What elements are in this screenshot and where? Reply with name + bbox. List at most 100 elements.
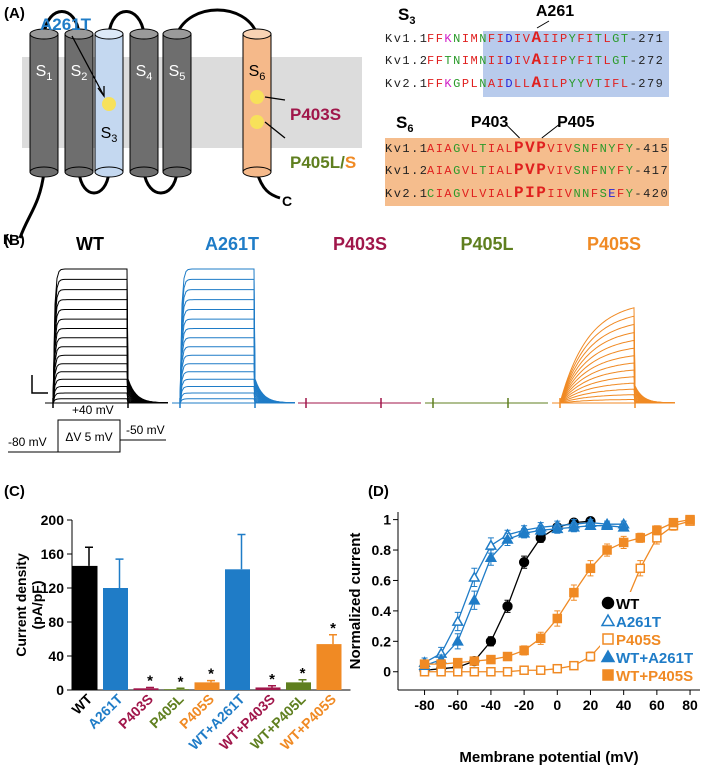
- sequence-part: ILPYYVTIFL: [543, 77, 630, 91]
- data-point: [602, 545, 612, 555]
- trace-label: A261T: [205, 234, 259, 254]
- x-tick-label: 20: [583, 697, 599, 713]
- segment-header: S: [396, 113, 407, 132]
- data-point: [617, 520, 630, 532]
- bar: [164, 689, 189, 690]
- legend-label: WT+P405S: [616, 668, 693, 685]
- data-point: [518, 526, 531, 538]
- current-trace: [45, 299, 169, 404]
- trace-label: P403S: [333, 234, 387, 254]
- loops: [18, 8, 281, 239]
- y-tick-label: 0.2: [372, 633, 392, 649]
- data-point: [569, 587, 579, 598]
- segment-label: 6: [259, 71, 265, 83]
- data-point: [585, 563, 596, 574]
- pointers: [71, 35, 286, 139]
- bar: [72, 565, 98, 690]
- sequence: AIAGVLTIALPVPVIVSNFNYFY-417: [427, 161, 669, 179]
- panel-label: (B): [4, 232, 25, 249]
- current-trace: [45, 318, 168, 404]
- segment-label: S: [101, 125, 112, 142]
- panel-label: (C): [4, 483, 25, 500]
- segment-header: S3: [398, 5, 415, 27]
- data-point: [518, 557, 530, 568]
- significance-marker: *: [269, 671, 275, 688]
- data-point: [535, 665, 546, 675]
- x-axis-label: Membrane potential (mV): [459, 749, 638, 766]
- panel-label: (D): [368, 483, 389, 500]
- y-tick-label: 160: [41, 546, 65, 562]
- significance-marker: *: [300, 665, 306, 682]
- y-tick-label: 80: [48, 614, 64, 630]
- y-tick-label: 0: [56, 682, 64, 698]
- current-trace: [45, 309, 168, 404]
- y-tick-label: 120: [41, 580, 65, 596]
- data-point: [569, 660, 579, 671]
- significance-marker: *: [208, 666, 214, 683]
- sequence-part: VIVSNFNYFY: [547, 142, 634, 156]
- segment-label: 3: [111, 133, 117, 145]
- current-trace: [45, 363, 169, 404]
- segment-label: S1: [36, 63, 53, 83]
- significance-marker: *: [147, 672, 153, 689]
- sequence: FFTNIMNIIDIVAIIPYFITLGT-272: [427, 51, 664, 69]
- current-trace: [172, 363, 296, 404]
- mutation-label: S: [345, 153, 356, 172]
- data-point: [600, 519, 614, 531]
- current-trace: [45, 278, 169, 404]
- data-point: [485, 636, 497, 647]
- current-trace: [552, 323, 675, 404]
- sequence-part: AIAGVLTIAL: [427, 142, 514, 156]
- segment-label: S: [249, 63, 260, 80]
- error-bar: [85, 546, 93, 566]
- data-point: [468, 571, 481, 582]
- data-point: [486, 654, 496, 665]
- segment-label: S: [36, 63, 47, 80]
- x-tick-label: 80: [682, 697, 698, 713]
- site-label: A261: [536, 3, 574, 20]
- data-point: [436, 666, 446, 677]
- current-trace: [45, 328, 168, 404]
- s3-highlight: [483, 31, 669, 97]
- segment-label: 5: [179, 71, 185, 83]
- segment-label: S5: [169, 63, 186, 83]
- data-point: [585, 651, 596, 662]
- y-axis-label: Normalized current: [347, 533, 364, 670]
- data-point: [502, 666, 513, 677]
- y-axis-label: Current density: [13, 553, 29, 657]
- segment-label: S3: [101, 125, 118, 145]
- site-arrow: [541, 123, 561, 139]
- segment-label: 1: [46, 71, 52, 83]
- legend-label: WT+A261T: [616, 650, 693, 667]
- current-trace: [172, 268, 295, 404]
- trace-spike: [432, 398, 509, 408]
- segment-header: S: [398, 5, 409, 24]
- data-point: [635, 563, 646, 574]
- sequence-part: FFKNIMNFIDIV: [427, 32, 531, 46]
- data-point: [452, 666, 463, 677]
- mutation-label: P405L/: [290, 153, 345, 172]
- x-tick-label: P403S: [115, 691, 156, 732]
- mutation-label: A261T: [40, 15, 92, 34]
- current-trace: [45, 378, 168, 404]
- y-axis-label: (pA/pF): [29, 581, 45, 630]
- sequence: FFKGPLNAIDLLAILPYYVTIFL-279: [427, 74, 664, 92]
- sequence-name: Kv1.1: [385, 32, 429, 46]
- data-point: [584, 519, 597, 531]
- x-tick-label: 40: [616, 697, 632, 713]
- legend-label: P405S: [616, 632, 661, 649]
- x-tick-label: -20: [514, 697, 534, 713]
- sequence-end: -271: [630, 32, 665, 46]
- error-bar: [176, 687, 185, 690]
- bar: [225, 569, 250, 690]
- current-trace: [172, 278, 296, 404]
- terminus-label: N: [3, 231, 13, 247]
- sequence-highlight: PIP: [514, 184, 547, 202]
- x-tick-label: -80: [414, 697, 434, 713]
- trace-spike: [305, 398, 382, 408]
- bar: [286, 682, 311, 690]
- data-point: [484, 551, 498, 562]
- sequence: AIAGVLTIALPVPVIVSNFNYFY-415: [427, 139, 669, 157]
- protocol-label: -80 mV: [8, 435, 47, 449]
